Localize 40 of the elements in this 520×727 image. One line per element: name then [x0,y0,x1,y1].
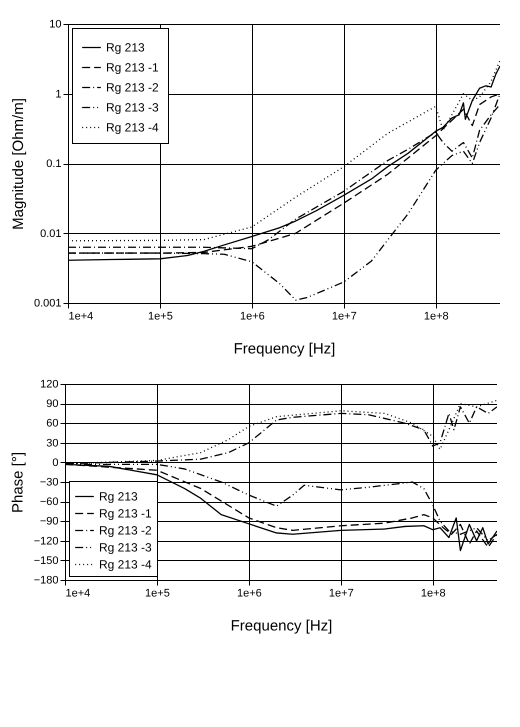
legend-label: Rg 213 -2 [106,80,160,94]
y-tick-label: 0.001 [34,298,62,310]
x-tick-label: 1e+6 [236,588,262,600]
y-axis-title: Phase [°] [10,452,27,514]
y-axis-title: Magnitude [Ohm/m] [10,98,27,230]
y-tick-label: 10 [49,18,62,30]
legend-label: Rg 213 [99,490,138,504]
x-tick-label: 1e+8 [424,310,449,322]
x-tick-label: 1e+8 [420,588,446,600]
y-tick-label: 60 [46,418,58,430]
x-tick-label: 1e+4 [68,310,94,322]
y-tick-label: −120 [34,535,58,548]
y-tick-label: 1 [55,88,62,100]
legend-label: Rg 213 -3 [106,100,160,114]
y-tick-label: −90 [40,516,58,528]
y-tick-label: 120 [40,378,58,390]
y-tick-label: 0.01 [40,228,62,240]
x-tick-label: 1e+4 [66,588,90,600]
x-axis-title: Frequency [Hz] [230,618,332,634]
y-tick-label: −180 [34,574,58,586]
y-tick-label: 90 [46,398,58,410]
legend-label: Rg 213 -1 [106,60,160,74]
y-tick-label: −150 [34,554,58,567]
x-tick-label: 1e+7 [328,588,354,600]
x-tick-label: 1e+5 [148,310,173,322]
x-tick-label: 1e+5 [145,588,170,600]
legend-label: Rg 213 -2 [99,524,152,538]
x-tick-label: 1e+7 [332,310,357,322]
y-tick-label: −30 [40,476,58,488]
legend-label: Rg 213 -4 [99,558,152,572]
x-axis-title: Frequency [Hz] [234,340,336,358]
y-tick-label: 30 [46,437,58,450]
legend-label: Rg 213 -4 [106,120,160,134]
legend-label: Rg 213 -3 [99,540,152,554]
x-tick-label: 1e+6 [240,310,265,322]
legend-label: Rg 213 [106,40,146,54]
y-tick-label: −60 [40,496,58,508]
legend-label: Rg 213 -1 [99,506,152,520]
y-tick-label: 0 [52,456,58,469]
y-tick-label: 0.1 [46,158,62,170]
